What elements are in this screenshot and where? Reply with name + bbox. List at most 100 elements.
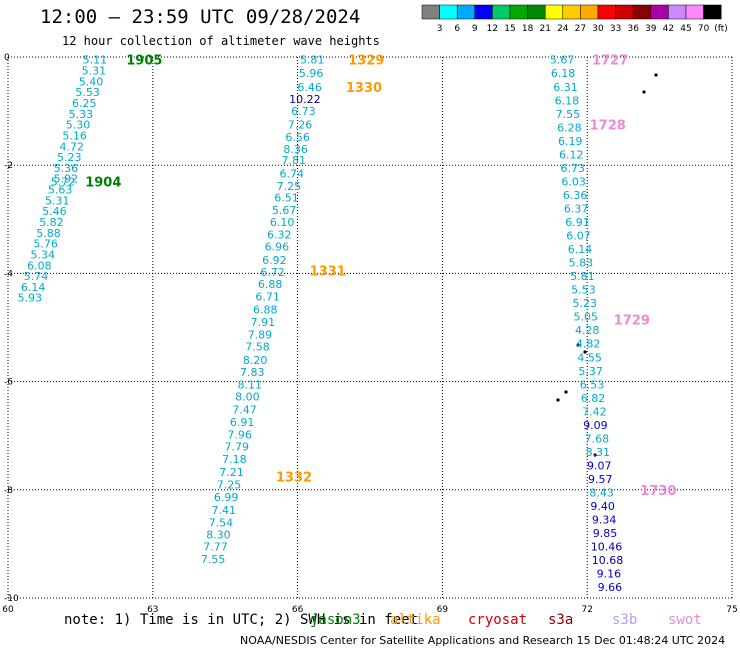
- data-point-label: 9.09: [583, 419, 608, 432]
- data-point-label: 6.12: [559, 148, 584, 161]
- data-point-label: 5.63: [48, 184, 73, 197]
- data-point-label: 5.74: [24, 270, 49, 283]
- colorbar-label: 18: [522, 24, 534, 34]
- data-point-label: 5.53: [75, 86, 100, 99]
- colorbar-label: 27: [575, 24, 586, 34]
- data-point-label: 6.08: [27, 259, 52, 272]
- colorbar-label: 24: [557, 24, 569, 34]
- data-point-label: 6.71: [255, 291, 280, 304]
- coastline-speck: [576, 343, 580, 347]
- data-point-label: 6.03: [561, 175, 586, 188]
- data-point-label: 9.57: [588, 473, 613, 486]
- data-point-label: 5.05: [574, 311, 599, 324]
- data-point-label: 5.33: [69, 108, 94, 121]
- data-point-label: 8.31: [586, 446, 611, 459]
- x-tick-label: 66: [292, 605, 304, 615]
- data-point-label: 6.18: [551, 67, 576, 80]
- colorbar-label: 21: [539, 24, 550, 34]
- colorbar-label: 36: [627, 24, 639, 34]
- data-point-label: 6.07: [566, 230, 591, 243]
- data-point-label: 6.46: [297, 81, 322, 94]
- x-tick-label: 69: [437, 605, 449, 615]
- colorbar-label: 9: [472, 24, 478, 34]
- colorbar-label: 33: [610, 24, 621, 34]
- data-point-label: 5.31: [82, 65, 107, 78]
- time-marker-label: 1728: [590, 119, 626, 134]
- data-point-label: 5.92: [54, 173, 79, 186]
- data-point-label: 9.07: [587, 459, 612, 472]
- legend-item-altika: altika: [390, 612, 441, 628]
- data-point-label: 7.25: [217, 478, 242, 491]
- time-marker-label: 1332: [276, 470, 312, 485]
- time-marker-label: 1730: [640, 484, 676, 499]
- data-point-label: 6.82: [581, 392, 606, 405]
- data-point-label: 7.18: [222, 453, 247, 466]
- data-point-label: 8.43: [589, 487, 614, 500]
- data-point-label: 5.16: [62, 129, 87, 142]
- y-tick-label: 0: [4, 53, 10, 63]
- data-point-label: 5.36: [54, 162, 79, 175]
- data-point-label: 5.34: [31, 248, 56, 261]
- data-point-label: 7.42: [582, 405, 607, 418]
- data-point-label: 5.40: [79, 75, 104, 88]
- data-point-label: 4.82: [576, 338, 601, 351]
- data-point-label: 6.37: [564, 202, 589, 215]
- time-marker-label: 1904: [85, 175, 121, 190]
- data-point-label: 9.16: [597, 568, 622, 581]
- data-point-label: 7.25: [277, 180, 302, 193]
- data-point-label: 5.93: [17, 292, 42, 305]
- data-point-label: 6.72: [260, 266, 285, 279]
- data-point-label: 6.28: [557, 121, 582, 134]
- time-marker-label: 1905: [126, 54, 162, 69]
- data-point-label: 10.22: [289, 93, 321, 106]
- data-point-label: 6.88: [253, 304, 278, 317]
- colorbar: 3 6 9 12 15 18 21 24 27 30 33 36 39 42 45 70 (ft): [421, 4, 728, 34]
- data-point-label: 5.46: [42, 205, 67, 218]
- data-point-label: 5.67: [550, 54, 575, 67]
- data-point-label: 7.47: [232, 404, 257, 417]
- y-tick-label: -10: [4, 594, 19, 604]
- colorbar-label: 42: [663, 24, 674, 34]
- data-point-label: 6.51: [274, 192, 299, 205]
- x-tick-label: 60: [2, 605, 14, 615]
- colorbar-label: 12: [487, 24, 498, 34]
- time-marker-label: 1727: [592, 54, 628, 69]
- data-point-label: 6.96: [265, 240, 290, 253]
- coastline-speck: [642, 90, 646, 94]
- colorbar-label: 15: [504, 24, 515, 34]
- time-marker-label: 1330: [346, 81, 382, 96]
- data-point-label: 8.36: [283, 143, 308, 156]
- chart-subtitle: 12 hour collection of altimeter wave hei…: [62, 34, 380, 48]
- chart-title: 12:00 — 23:59 UTC 09/28/2024: [40, 6, 361, 28]
- data-point-label: 6.88: [258, 278, 283, 291]
- data-point-label: 8.00: [235, 391, 260, 404]
- data-point-label: 4.72: [59, 140, 84, 153]
- data-point-label: 6.10: [270, 216, 295, 229]
- legend-item-s3b: s3b: [612, 612, 638, 628]
- coastline-speck: [564, 390, 568, 394]
- data-point-label: 8.20: [243, 354, 268, 367]
- data-point-label: 6.73: [560, 162, 585, 175]
- data-point-label: 8.11: [238, 378, 263, 391]
- data-point-label: 5.37: [578, 365, 603, 378]
- data-point-label: 5.76: [33, 238, 58, 251]
- data-point-label: 9.34: [592, 514, 617, 527]
- data-point-label: 6.31: [553, 81, 578, 94]
- data-point-label: 5.30: [66, 119, 91, 132]
- data-point-label: 6.53: [580, 378, 605, 391]
- y-tick-label: -4: [4, 269, 13, 279]
- data-point-label: 7.58: [245, 340, 270, 353]
- data-point-label: 7.91: [251, 316, 276, 329]
- data-point-label: 6.91: [565, 216, 590, 229]
- data-point-label: 7.21: [219, 466, 244, 479]
- data-point-label: 5.81: [300, 54, 325, 67]
- data-point-label: 9.40: [590, 500, 615, 513]
- y-tick-label: -8: [4, 486, 13, 496]
- data-point-label: 6.25: [72, 97, 97, 110]
- data-point-label: 6.32: [267, 228, 292, 241]
- data-point-label: 7.77: [203, 541, 228, 554]
- time-marker-label: 1729: [614, 313, 650, 328]
- data-point-label: 7.83: [240, 366, 265, 379]
- data-point-label: 4.28: [575, 324, 600, 337]
